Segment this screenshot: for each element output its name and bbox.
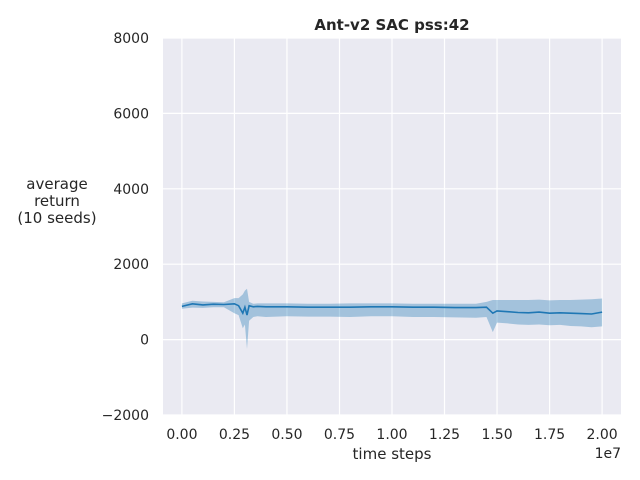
y-axis-ticks: −2000 0 2000 4000 6000 8000	[102, 31, 149, 424]
x-tick-label: 1.75	[534, 427, 565, 443]
y-axis-label-line-2: return	[34, 192, 80, 210]
x-axis-offset-label: 1e7	[595, 446, 621, 462]
y-axis-label-line-3: (10 seeds)	[17, 209, 96, 227]
y-axis-label: average return (10 seeds)	[17, 175, 96, 227]
y-tick-label: 2000	[113, 257, 149, 273]
y-axis-label-line-1: average	[26, 175, 87, 193]
y-tick-label: −2000	[102, 408, 149, 424]
grid	[163, 37, 621, 416]
x-axis-ticks: 0.00 0.25 0.50 0.75 1.00 1.25 1.50 1.75 2.00	[166, 427, 617, 443]
y-tick-label: 6000	[113, 106, 149, 122]
chart-title: Ant-v2 SAC pss:42	[314, 16, 469, 34]
x-axis-label: time steps	[353, 445, 432, 463]
x-tick-label: 2.00	[587, 427, 618, 443]
x-tick-label: 0.00	[166, 427, 197, 443]
confidence-band	[181, 288, 603, 349]
mean-return-line	[181, 302, 603, 316]
x-tick-label: 1.00	[376, 427, 407, 443]
x-tick-label: 1.50	[481, 427, 512, 443]
x-tick-label: 0.25	[219, 427, 250, 443]
x-tick-label: 1.25	[429, 427, 460, 443]
y-tick-label: 8000	[113, 31, 149, 47]
x-tick-label: 0.75	[324, 427, 355, 443]
x-tick-label: 0.50	[271, 427, 302, 443]
y-tick-label: 0	[140, 333, 149, 349]
y-tick-label: 4000	[113, 182, 149, 198]
